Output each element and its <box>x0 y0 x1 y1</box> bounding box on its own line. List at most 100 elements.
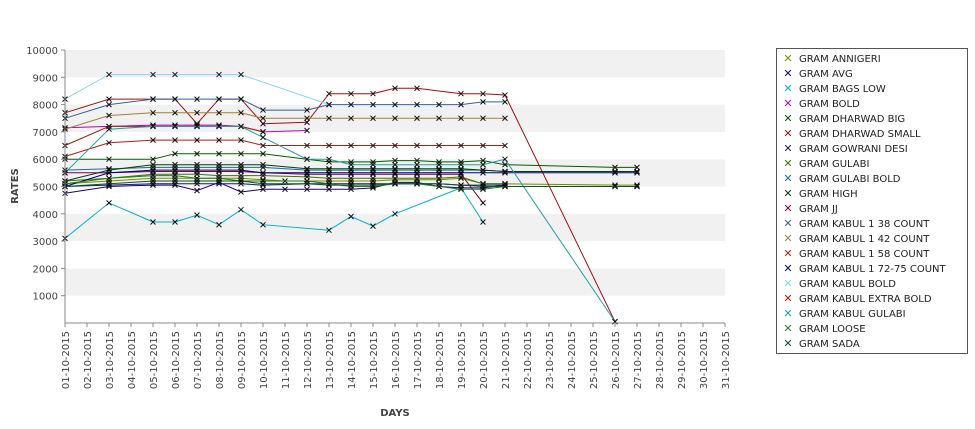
data-point <box>238 109 244 116</box>
data-point <box>458 101 464 108</box>
data-point <box>260 134 266 141</box>
data-point <box>502 115 508 122</box>
legend-item: ✕ GRAM KABUL EXTRA BOLD <box>777 292 932 306</box>
x-tick-label: 18-10-2015 <box>435 331 446 389</box>
data-point <box>216 96 222 102</box>
legend-item: ✕ GRAM DHARWAD SMALL <box>777 127 920 141</box>
data-point <box>370 142 376 149</box>
data-point <box>480 169 486 176</box>
data-point <box>392 175 398 182</box>
series-gram-kabul-bold <box>62 71 332 108</box>
data-point <box>326 156 332 163</box>
x-tick-label: 23-10-2015 <box>545 331 556 389</box>
data-point <box>436 115 442 122</box>
series-line <box>64 139 505 157</box>
data-point <box>480 200 486 206</box>
x-axis-ticks: 01-10-2015 02-10-2015 03-10-2015 04-10-2015… <box>61 323 732 389</box>
data-point <box>436 142 442 149</box>
data-point <box>150 71 156 78</box>
data-point <box>392 169 398 176</box>
legend-item: ✕ GRAM BOLD <box>777 97 859 111</box>
data-point <box>392 101 398 108</box>
legend-marker-icon: ✕ <box>783 112 793 125</box>
legend-marker-icon: ✕ <box>783 127 793 140</box>
x-tick-label: 03-10-2015 <box>105 331 116 389</box>
data-point <box>260 129 266 135</box>
data-point <box>502 99 508 105</box>
data-point <box>480 157 486 164</box>
data-point <box>348 90 354 97</box>
data-point <box>348 175 354 182</box>
data-point <box>458 182 464 188</box>
data-point <box>150 172 156 179</box>
x-tick-label: 16-10-2015 <box>391 331 402 389</box>
data-point <box>414 85 420 92</box>
legend-item: ✕ GRAM KABUL 1 42 COUNT <box>777 232 929 246</box>
data-point <box>194 150 200 157</box>
legend-label: GRAM SADA <box>799 338 860 350</box>
legend-label: GRAM KABUL 1 38 COUNT <box>799 218 930 230</box>
data-point <box>106 175 112 182</box>
legend-label: GRAM LOOSE <box>799 323 866 335</box>
legend-label: GRAM BAGS LOW <box>799 83 886 95</box>
data-point <box>458 165 464 172</box>
data-point <box>238 161 244 168</box>
legend-item: ✕ GRAM AVG <box>777 67 853 81</box>
plot-band <box>65 77 725 105</box>
y-tick-label: 7000 <box>33 128 58 139</box>
data-point <box>634 164 640 171</box>
data-point <box>304 165 310 172</box>
y-tick-label: 5000 <box>33 183 58 194</box>
data-point <box>436 180 442 187</box>
data-point <box>172 96 178 102</box>
data-point <box>414 180 420 187</box>
legend-marker-icon: ✕ <box>783 172 793 185</box>
data-point <box>502 92 508 98</box>
data-point <box>348 182 354 188</box>
legend-label: GRAM AVG <box>799 68 853 80</box>
data-point <box>480 115 486 122</box>
legend-item: ✕ GRAM KABUL 1 72-75 COUNT <box>777 262 946 276</box>
data-point <box>238 71 244 78</box>
legend-item: ✕ GRAM KABUL BOLD <box>777 277 896 291</box>
series-gram-sada <box>62 178 640 190</box>
legend-label: GRAM KABUL 1 72-75 COUNT <box>799 263 946 275</box>
data-point <box>634 169 640 176</box>
data-point <box>260 107 266 113</box>
legend-item: ✕ GRAM KABUL GULABI <box>777 307 905 321</box>
data-point <box>172 161 178 168</box>
data-point <box>480 219 486 225</box>
legend-item: ✕ GRAM KABUL 1 58 COUNT <box>777 247 929 261</box>
y-tick-label: 4000 <box>33 210 58 221</box>
data-point <box>106 126 112 133</box>
data-point <box>480 161 486 168</box>
data-point <box>304 180 310 187</box>
data-point <box>370 115 376 122</box>
x-tick-label: 01-10-2015 <box>61 331 72 389</box>
data-point <box>502 142 508 149</box>
legend-marker-icon: ✕ <box>783 97 793 110</box>
legend-marker-icon: ✕ <box>783 67 793 80</box>
data-point <box>150 167 156 173</box>
series-line <box>64 169 637 187</box>
data-point <box>260 186 266 193</box>
data-point <box>326 101 332 108</box>
y-tick-label: 6000 <box>33 155 58 166</box>
x-tick-label: 26-10-2015 <box>611 331 622 389</box>
data-point <box>436 161 442 168</box>
data-point <box>392 85 398 92</box>
data-point <box>370 223 376 229</box>
data-point <box>238 137 244 143</box>
data-point <box>458 90 464 97</box>
data-point <box>172 150 178 157</box>
data-point <box>150 219 156 225</box>
data-point <box>370 165 376 172</box>
legend-marker-icon: ✕ <box>783 337 793 350</box>
data-point <box>436 175 442 182</box>
legend-label: GRAM KABUL EXTRA BOLD <box>799 293 932 305</box>
x-tick-label: 28-10-2015 <box>655 331 666 389</box>
data-point <box>348 161 354 168</box>
data-point <box>238 123 244 130</box>
legend-item: ✕ GRAM GOWRANI DESI <box>777 142 907 156</box>
x-tick-label: 31-10-2015 <box>721 331 732 389</box>
